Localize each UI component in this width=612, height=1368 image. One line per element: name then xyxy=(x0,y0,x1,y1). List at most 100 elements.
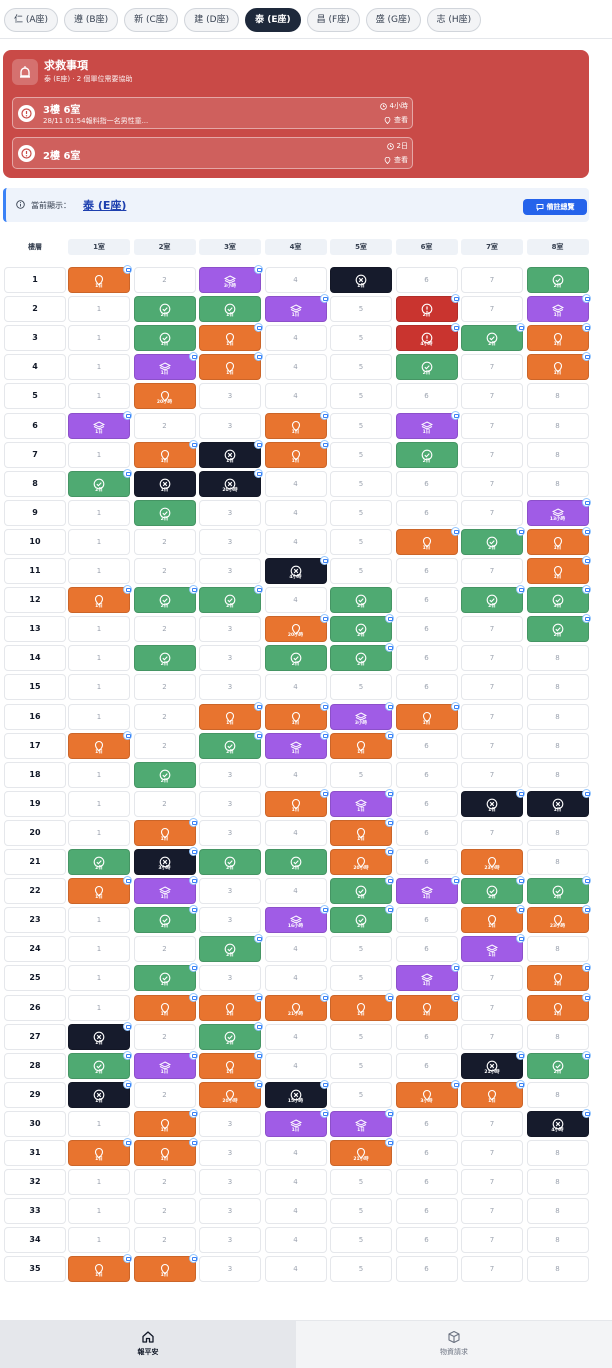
unit-cell-empty[interactable]: 2 xyxy=(133,528,196,555)
unit-cell-g[interactable]: 2日 xyxy=(395,354,458,381)
unit-cell-empty[interactable]: 7 xyxy=(461,645,523,672)
unit-cell-empty[interactable]: 7 xyxy=(461,1023,523,1050)
unit-cell-g[interactable]: 2日 xyxy=(133,761,196,788)
unit-cell-o[interactable]: 20小時 xyxy=(330,847,394,875)
unit-cell-empty[interactable]: 8 xyxy=(526,761,589,788)
unit-cell-o[interactable]: 23小時 xyxy=(461,849,523,875)
unit-cell-o[interactable]: 1日 xyxy=(68,876,132,905)
unit-cell-p[interactable]: 1日 xyxy=(264,730,329,759)
unit-cell-empty[interactable]: 6 xyxy=(395,470,458,497)
unit-cell-empty[interactable]: 2 xyxy=(133,616,196,643)
unit-cell-g[interactable]: 2日 xyxy=(526,876,591,905)
unit-cell-empty[interactable]: 8 xyxy=(526,1023,589,1050)
unit-cell-empty[interactable]: 3 xyxy=(199,1110,261,1137)
unit-cell-o[interactable]: 1日 xyxy=(395,992,460,1021)
unit-cell-empty[interactable]: 6 xyxy=(395,616,458,643)
unit-cell-o[interactable]: 1日 xyxy=(68,585,132,614)
unit-cell-empty[interactable]: 4 xyxy=(264,1140,327,1166)
unit-cell-k[interactable]: 1日 xyxy=(68,1079,132,1108)
unit-cell-empty[interactable]: 1 xyxy=(68,616,130,643)
alert-item-2[interactable]: 2樓 6室 2日 查看 xyxy=(12,137,413,169)
unit-cell-empty[interactable]: 1 xyxy=(68,1169,130,1196)
unit-cell-empty[interactable]: 1 xyxy=(68,761,130,788)
unit-cell-o[interactable]: 1日 xyxy=(133,992,198,1021)
unit-cell-empty[interactable]: 7 xyxy=(461,1256,523,1283)
unit-cell-empty[interactable]: 3 xyxy=(199,383,261,410)
unit-cell-g[interactable]: 2日 xyxy=(199,1021,263,1050)
unit-cell-empty[interactable]: 3 xyxy=(199,674,261,701)
unit-cell-empty[interactable]: 6 xyxy=(395,732,458,759)
unit-cell-empty[interactable]: 6 xyxy=(395,761,458,788)
unit-cell-o[interactable]: 1日 xyxy=(264,701,329,730)
unit-cell-empty[interactable]: 7 xyxy=(461,441,523,468)
unit-cell-p[interactable]: 16小時 xyxy=(264,905,329,934)
unit-cell-p[interactable]: 3小時 xyxy=(199,265,263,293)
unit-cell-o[interactable]: 3小時 xyxy=(395,1079,460,1108)
unit-cell-empty[interactable]: 6 xyxy=(395,1052,458,1079)
unit-cell-empty[interactable]: 2 xyxy=(133,1227,196,1254)
unit-cell-g[interactable]: 3日 xyxy=(526,585,591,614)
unit-cell-empty[interactable]: 2 xyxy=(133,790,196,817)
unit-cell-empty[interactable]: 4 xyxy=(264,499,327,526)
unit-cell-g[interactable]: 2日 xyxy=(461,323,525,352)
unit-cell-empty[interactable]: 5 xyxy=(330,499,392,526)
unit-cell-empty[interactable]: 6 xyxy=(395,1227,458,1254)
unit-cell-empty[interactable]: 5 xyxy=(330,674,392,701)
unit-cell-empty[interactable]: 5 xyxy=(330,296,392,323)
unit-cell-empty[interactable]: 8 xyxy=(526,1140,589,1166)
unit-cell-g[interactable]: 2日 xyxy=(68,1050,132,1079)
unit-cell-k[interactable]: 1日 xyxy=(199,439,263,468)
unit-cell-empty[interactable]: 8 xyxy=(526,849,589,875)
unit-cell-o[interactable]: 1日 xyxy=(199,1050,263,1079)
unit-cell-empty[interactable]: 3 xyxy=(199,1169,261,1196)
unit-cell-empty[interactable]: 2 xyxy=(133,412,196,439)
unit-cell-o[interactable]: 1日 xyxy=(526,526,591,555)
unit-cell-empty[interactable]: 5 xyxy=(330,528,392,555)
unit-cell-g[interactable]: 2日 xyxy=(526,1050,591,1079)
unit-cell-empty[interactable]: 7 xyxy=(461,412,523,439)
unit-cell-empty[interactable]: 4 xyxy=(264,1198,327,1225)
unit-cell-o[interactable]: 1日 xyxy=(199,701,263,730)
unit-cell-empty[interactable]: 8 xyxy=(526,645,589,672)
tab-building-1[interactable]: 仁 (A座) xyxy=(4,8,59,32)
unit-cell-empty[interactable]: 5 xyxy=(330,1023,392,1050)
unit-cell-empty[interactable]: 7 xyxy=(461,994,523,1021)
unit-cell-o[interactable]: 1日 xyxy=(526,556,591,584)
unit-cell-p[interactable]: 1日 xyxy=(395,963,460,992)
tab-building-3[interactable]: 新 (C座) xyxy=(124,8,179,32)
unit-cell-empty[interactable]: 4 xyxy=(264,354,327,381)
unit-cell-o[interactable]: 1日 xyxy=(395,701,460,730)
unit-cell-g[interactable]: 2日 xyxy=(461,585,525,614)
unit-cell-empty[interactable]: 1 xyxy=(68,790,130,817)
unit-cell-empty[interactable]: 3 xyxy=(199,819,261,846)
unit-cell-empty[interactable]: 3 xyxy=(199,616,261,643)
unit-cell-r[interactable]: 2日 xyxy=(395,294,460,323)
unit-cell-g[interactable]: 2日 xyxy=(395,441,458,468)
unit-cell-p[interactable]: 1日 xyxy=(133,352,198,381)
unit-cell-empty[interactable]: 2 xyxy=(133,1081,196,1108)
nav-supply-request[interactable]: 物資請求 xyxy=(296,1321,612,1368)
unit-cell-empty[interactable]: 6 xyxy=(395,558,458,584)
unit-cell-g[interactable]: 1日 xyxy=(199,296,261,323)
unit-cell-k[interactable]: 1日 xyxy=(133,470,196,497)
unit-cell-empty[interactable]: 1 xyxy=(68,936,130,963)
unit-cell-empty[interactable]: 4 xyxy=(264,674,327,701)
unit-cell-o[interactable]: 1日 xyxy=(68,1254,132,1283)
unit-cell-empty[interactable]: 7 xyxy=(461,703,523,730)
unit-cell-o[interactable]: 1日 xyxy=(264,439,329,468)
unit-cell-o[interactable]: 1日 xyxy=(330,817,394,846)
unit-cell-empty[interactable]: 4 xyxy=(264,470,327,497)
unit-cell-k[interactable]: 1日 xyxy=(526,788,591,817)
unit-cell-empty[interactable]: 1 xyxy=(68,325,130,352)
unit-cell-empty[interactable]: 2 xyxy=(133,267,196,293)
unit-cell-empty[interactable]: 2 xyxy=(133,703,196,730)
unit-cell-o[interactable]: 1日 xyxy=(133,439,198,468)
unit-cell-k[interactable]: 1日 xyxy=(68,1021,132,1050)
unit-cell-empty[interactable]: 1 xyxy=(68,441,130,468)
unit-cell-o[interactable]: 1日 xyxy=(526,992,591,1021)
unit-cell-empty[interactable]: 1 xyxy=(68,296,130,323)
unit-cell-empty[interactable]: 4 xyxy=(264,761,327,788)
unit-cell-g[interactable]: 2日 xyxy=(526,267,589,293)
unit-cell-empty[interactable]: 3 xyxy=(199,558,261,584)
unit-cell-empty[interactable]: 6 xyxy=(395,1198,458,1225)
